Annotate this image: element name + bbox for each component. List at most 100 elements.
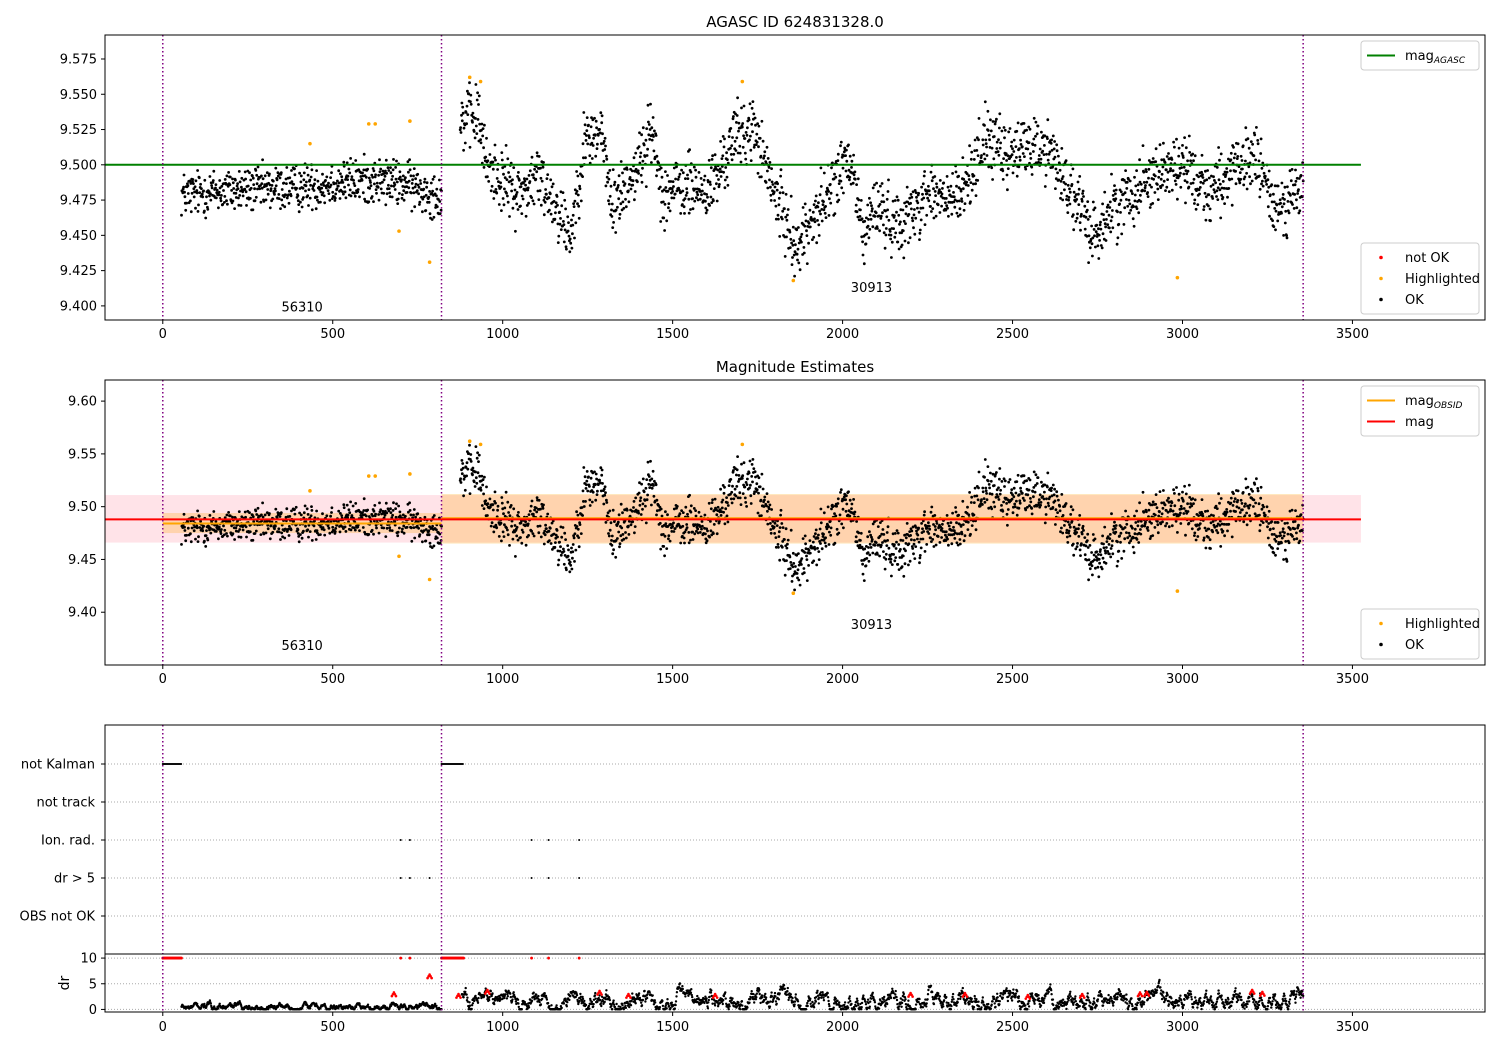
ok-point <box>785 218 789 222</box>
ok-point <box>704 206 708 210</box>
ok-point <box>329 514 332 518</box>
ok-point <box>886 539 889 542</box>
ok-point <box>506 528 509 532</box>
ok-point <box>546 173 550 177</box>
ok-point <box>788 230 792 234</box>
ok-point <box>1093 537 1097 541</box>
ok-point <box>905 522 909 525</box>
ok-point <box>371 175 375 179</box>
ok-point <box>981 486 985 490</box>
ok-point <box>881 193 885 197</box>
ok-point <box>852 498 855 501</box>
ok-point <box>300 536 304 540</box>
ok-point <box>1065 198 1068 201</box>
ok-point <box>715 513 719 517</box>
ok-point <box>1294 168 1297 172</box>
ok-point <box>1226 195 1229 199</box>
ok-point <box>1194 207 1198 211</box>
ok-point <box>676 178 680 181</box>
ok-point <box>183 525 186 529</box>
ok-point <box>297 210 301 214</box>
ok-point <box>1296 192 1299 195</box>
ok-point <box>885 215 889 219</box>
ok-point <box>785 559 788 562</box>
ok-point <box>297 540 301 544</box>
ok-point <box>672 530 676 533</box>
ok-point <box>974 528 978 532</box>
ok-point <box>583 132 587 136</box>
ok-point <box>1054 167 1058 171</box>
ok-point <box>183 529 187 532</box>
ok-point <box>459 477 462 481</box>
ok-point <box>1239 177 1243 181</box>
ok-point <box>729 146 732 150</box>
ok-point <box>839 488 843 492</box>
ok-point <box>384 203 388 207</box>
ok-point <box>981 503 984 506</box>
ok-point <box>1050 138 1053 142</box>
ok-point <box>1128 179 1132 183</box>
ok-point <box>1170 188 1174 192</box>
panel-1-frame <box>104 34 1486 321</box>
ok-point <box>1061 531 1065 535</box>
ok-point <box>500 496 504 499</box>
ok-point <box>571 232 574 236</box>
ok-point <box>507 171 510 174</box>
ok-point <box>306 528 310 532</box>
ok-point <box>710 501 714 504</box>
ok-point <box>1083 204 1087 208</box>
ok-point <box>1008 127 1012 130</box>
ok-point <box>1005 173 1009 177</box>
ok-point <box>1263 174 1267 178</box>
ok-point <box>238 528 242 531</box>
ok-point <box>889 557 893 561</box>
ok-point <box>781 191 785 195</box>
ok-point <box>1045 497 1048 501</box>
ok-point <box>417 526 420 530</box>
ok-point <box>1234 182 1238 186</box>
ok-point <box>567 221 570 225</box>
ok-point <box>1245 187 1249 191</box>
ok-point <box>1289 193 1292 197</box>
ok-point <box>418 179 422 182</box>
ok-point <box>1177 498 1181 502</box>
ok-point <box>1137 541 1141 544</box>
ok-point <box>189 199 192 203</box>
ok-point <box>780 186 784 189</box>
ok-point <box>584 487 588 490</box>
ok-point <box>387 169 391 172</box>
ok-point <box>559 553 563 557</box>
ok-point <box>946 206 949 210</box>
ok-point <box>822 532 825 536</box>
ok-point <box>983 157 987 161</box>
ok-point <box>910 207 913 211</box>
ok-point <box>726 501 729 505</box>
ok-point <box>997 498 1001 501</box>
ok-point <box>990 507 994 511</box>
ok-point <box>1037 160 1040 164</box>
panel-1-title: AGASC ID 624831328.0 <box>706 13 884 31</box>
ok-point <box>1064 502 1068 505</box>
ok-point <box>1014 145 1018 149</box>
ok-point <box>992 500 996 504</box>
ok-point <box>771 520 775 523</box>
ok-point <box>1127 531 1131 535</box>
ok-point <box>981 490 985 494</box>
ok-point <box>1093 558 1096 562</box>
ok-point <box>976 154 980 158</box>
ok-point <box>1097 227 1100 231</box>
ok-point <box>641 166 644 170</box>
ok-point <box>302 196 305 199</box>
ok-point <box>912 226 915 230</box>
ok-point <box>1269 193 1272 197</box>
ok-point <box>882 223 885 227</box>
ok-point <box>513 188 517 192</box>
ok-point <box>1113 184 1116 188</box>
ok-point <box>237 530 240 533</box>
ok-point <box>834 514 838 518</box>
ok-point <box>233 538 237 541</box>
ok-point <box>899 548 902 551</box>
ok-point <box>309 514 313 518</box>
ok-point <box>337 509 341 513</box>
ok-point <box>1205 178 1209 182</box>
